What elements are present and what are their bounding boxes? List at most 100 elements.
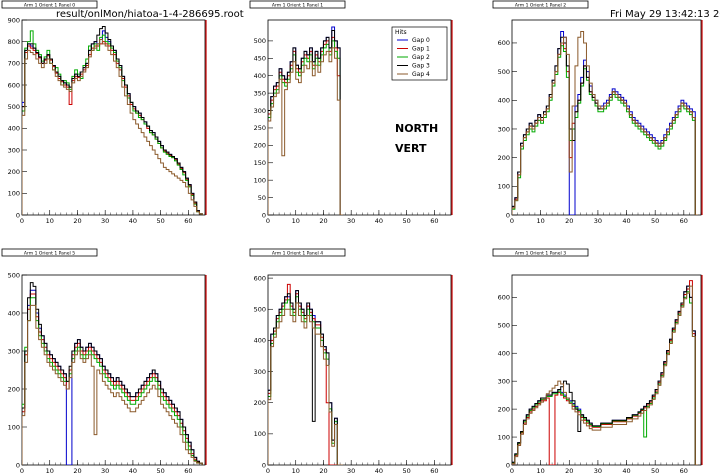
y-tick-label: 100 <box>8 190 20 198</box>
series-gap-4 <box>268 47 343 215</box>
x-tick-label: 10 <box>46 217 54 225</box>
y-tick-label: 300 <box>254 368 266 376</box>
x-tick-label: 50 <box>651 217 659 225</box>
y-tick-label: 300 <box>498 377 510 385</box>
x-tick-label: 30 <box>347 217 355 225</box>
x-tick-label: 10 <box>536 467 544 474</box>
series-gap-3 <box>512 285 699 465</box>
series-gap-2 <box>22 30 203 215</box>
x-tick-label: 20 <box>73 217 81 225</box>
legend-entry: Gap 2 <box>412 54 430 61</box>
x-tick-label: 50 <box>402 467 410 474</box>
y-tick-label: 300 <box>498 125 510 133</box>
y-tick-label: 350 <box>254 89 266 97</box>
series-gap-1 <box>268 36 343 215</box>
y-tick-label: 400 <box>8 309 20 317</box>
series-gap-2 <box>22 297 203 465</box>
series-gap-2 <box>268 40 343 215</box>
x-tick-label: 50 <box>156 467 164 474</box>
legend-entry: Gap 4 <box>412 71 430 78</box>
y-tick-label: 600 <box>498 39 510 47</box>
y-tick-label: 600 <box>498 294 510 302</box>
series-gap-1 <box>512 280 699 465</box>
x-tick-label: 0 <box>266 467 270 474</box>
y-tick-label: 200 <box>254 399 266 407</box>
x-tick-label: 50 <box>402 217 410 225</box>
y-tick-label: 600 <box>254 274 266 282</box>
y-tick-label: 0 <box>16 461 20 469</box>
y-tick-label: 100 <box>254 176 266 184</box>
series-gap-1 <box>22 293 203 465</box>
y-tick-label: 200 <box>498 154 510 162</box>
x-tick-label: 60 <box>184 467 192 474</box>
panel-2: Arm 1 Orient 1 Panel 20 10 20 30 40 50 6001002… <box>492 0 703 225</box>
x-tick-label: 50 <box>651 467 659 474</box>
y-tick-label: 900 <box>8 16 20 24</box>
y-tick-label: 400 <box>254 72 266 80</box>
x-tick-label: 20 <box>565 217 573 225</box>
y-tick-label: 800 <box>8 38 20 46</box>
legend-box <box>391 26 448 81</box>
y-tick-label: 400 <box>254 337 266 345</box>
plot-frame <box>511 274 702 466</box>
x-tick-label: 30 <box>347 467 355 474</box>
y-tick-label: 400 <box>8 125 20 133</box>
x-tick-label: 40 <box>129 467 137 474</box>
y-tick-label: 200 <box>8 168 20 176</box>
x-tick-label: 10 <box>536 217 544 225</box>
x-tick-label: 0 <box>510 467 514 474</box>
x-tick-label: 0 <box>510 217 514 225</box>
x-tick-label: 20 <box>319 467 327 474</box>
y-tick-label: 200 <box>254 142 266 150</box>
x-tick-label: 30 <box>594 217 602 225</box>
y-tick-label: 300 <box>254 107 266 115</box>
y-tick-label: 200 <box>8 385 20 393</box>
y-tick-label: 150 <box>254 159 266 167</box>
panel-title: Arm 1 Orient 1 Panel 1 <box>272 2 323 8</box>
x-tick-label: 50 <box>156 217 164 225</box>
x-tick-label: 60 <box>184 217 192 225</box>
x-tick-label: 20 <box>565 467 573 474</box>
title-box <box>1 248 98 257</box>
legend-title: Hits <box>395 29 407 36</box>
x-tick-label: 40 <box>622 217 630 225</box>
y-tick-label: 50 <box>258 194 266 202</box>
x-tick-label: 0 <box>20 217 24 225</box>
y-tick-label: 400 <box>498 97 510 105</box>
timestamp-label: Fri May 29 13:42:13 2009 <box>610 9 720 20</box>
y-tick-label: 100 <box>498 183 510 191</box>
y-tick-label: 250 <box>254 124 266 132</box>
x-tick-label: 40 <box>375 217 383 225</box>
panel-3: Arm 1 Orient 1 Panel 5 0 10 20 30 40 50 60 0 100 2… <box>1 248 207 474</box>
title-box <box>492 0 589 9</box>
series-gap-3 <box>268 29 343 215</box>
y-tick-label: 200 <box>498 405 510 413</box>
panel-title: Arm 1 Orient 1 Panel 3 <box>515 250 566 256</box>
panel-title: Arm 1 Orient 1 Panel 0 <box>24 2 75 8</box>
x-tick-label: 40 <box>129 217 137 225</box>
x-tick-label: 20 <box>319 217 327 225</box>
series-gap-2 <box>512 291 699 465</box>
series-gap-0 <box>512 285 699 465</box>
legend-entry: Gap 1 <box>412 46 430 53</box>
legend-entry: Gap 3 <box>412 63 430 70</box>
panel-0: Arm 1 Orient 1 Panel 00 10 20 30 40 50 6001002… <box>1 0 207 225</box>
series-gap-2 <box>512 45 699 215</box>
series-gap-4 <box>268 302 343 465</box>
y-tick-label: 500 <box>498 68 510 76</box>
x-tick-label: 40 <box>622 467 630 474</box>
x-tick-label: 30 <box>101 217 109 225</box>
series-gap-0 <box>512 30 699 215</box>
x-tick-label: 60 <box>430 217 438 225</box>
x-tick-label: 20 <box>73 467 81 474</box>
title-box <box>492 248 589 257</box>
x-tick-label: 60 <box>430 467 438 474</box>
series-gap-0 <box>22 30 203 215</box>
panel-title: Arm 1 Orient 1 Panel 5 <box>24 250 75 256</box>
y-tick-label: 500 <box>8 103 20 111</box>
series-gap-4 <box>22 304 203 465</box>
file-path-label: result/onlMon/hiatoa-1-4-286695.root <box>56 9 244 20</box>
y-tick-label: 300 <box>8 347 20 355</box>
title-box <box>249 0 346 9</box>
